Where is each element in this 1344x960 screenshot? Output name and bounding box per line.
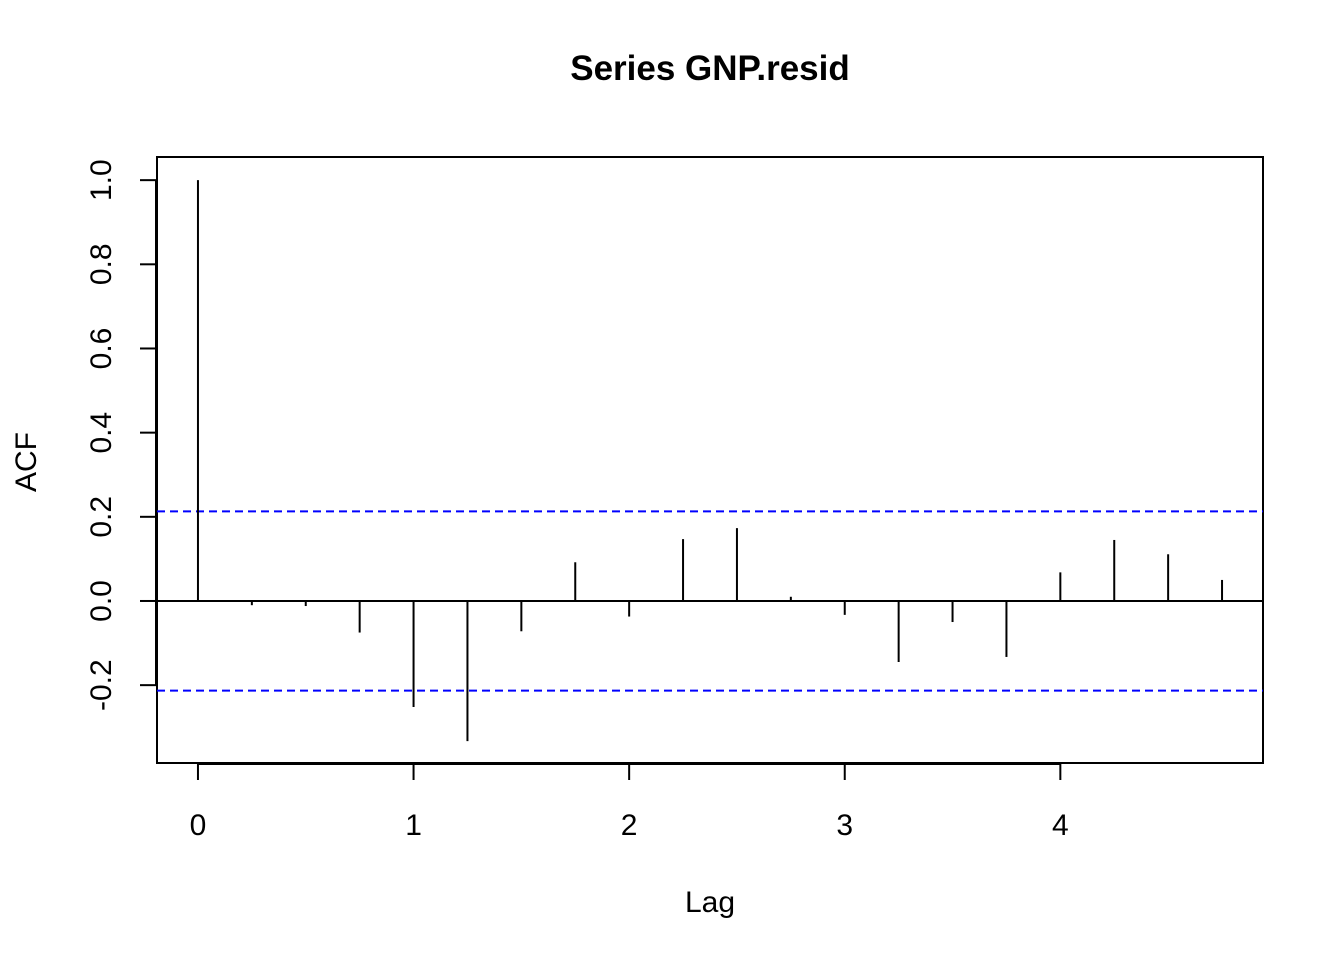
x-tick-label: 1 bbox=[405, 809, 422, 842]
y-tick-label: 1.0 bbox=[85, 159, 118, 201]
y-axis-label: ACF bbox=[10, 432, 43, 492]
x-axis: 0 1 2 3 4 bbox=[190, 763, 1069, 842]
y-tick-label: 0.8 bbox=[85, 243, 118, 285]
x-axis-label: Lag bbox=[685, 886, 735, 919]
x-tick-label: 3 bbox=[836, 809, 853, 842]
y-tick-label: 0.2 bbox=[85, 496, 118, 538]
x-tick-label: 0 bbox=[190, 809, 207, 842]
y-tick-label: 0.4 bbox=[85, 412, 118, 454]
x-tick-label: 4 bbox=[1052, 809, 1069, 842]
reference-lines bbox=[157, 510, 1263, 692]
chart-title: Series GNP.resid bbox=[570, 49, 850, 88]
acf-bars bbox=[196, 180, 1224, 742]
plot-frame bbox=[156, 156, 1264, 764]
y-tick-label: 0.0 bbox=[85, 580, 118, 622]
y-tick-label: 0.6 bbox=[85, 328, 118, 370]
y-axis: -0.2 0.0 0.2 0.4 0.6 0.8 1.0 bbox=[85, 159, 157, 711]
x-tick-label: 2 bbox=[621, 809, 638, 842]
y-tick-label: -0.2 bbox=[85, 659, 118, 711]
